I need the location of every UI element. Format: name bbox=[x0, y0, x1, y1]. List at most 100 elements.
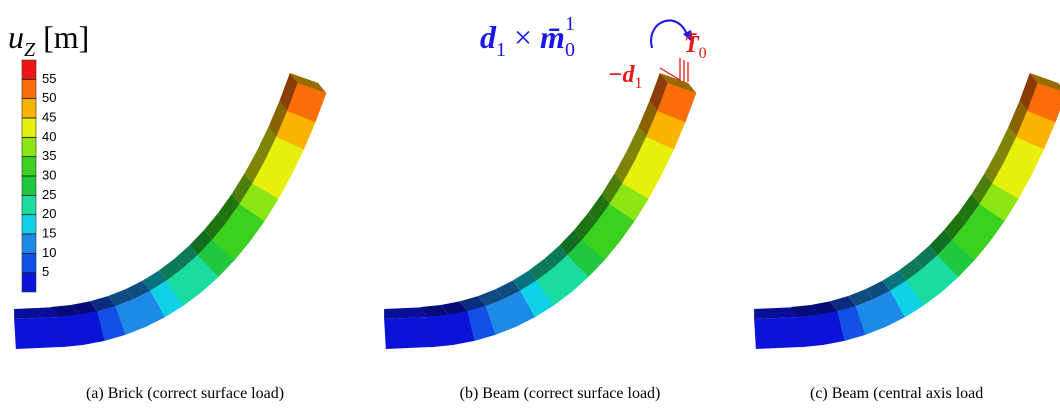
colorbar-band bbox=[21, 195, 37, 215]
beam-face bbox=[754, 317, 801, 349]
beam-top-face bbox=[1019, 73, 1038, 111]
beam-top-face bbox=[588, 194, 610, 223]
beam-top-face bbox=[14, 307, 60, 320]
beam-top-face bbox=[882, 270, 907, 291]
beam-top-face bbox=[1008, 100, 1028, 137]
beam-top-face bbox=[614, 151, 635, 184]
beam-top-face bbox=[626, 126, 647, 162]
beam-face bbox=[384, 317, 431, 349]
colorbar-tick-label: 45 bbox=[42, 109, 56, 124]
colorbar-band bbox=[21, 272, 37, 293]
beam-face bbox=[14, 317, 61, 349]
colorbar-tick-label: 50 bbox=[42, 90, 56, 105]
colorbar-band bbox=[21, 233, 37, 254]
beam-top-face bbox=[810, 301, 838, 316]
beam-top-face bbox=[256, 126, 277, 162]
moment-times: × bbox=[514, 19, 532, 55]
caption: (a) Brick (correct surface load) bbox=[86, 385, 284, 402]
beam-top-face bbox=[971, 173, 993, 205]
colorbar-band bbox=[21, 175, 37, 196]
beam-top-face bbox=[649, 73, 668, 111]
colorbar-tick-label: 20 bbox=[42, 206, 56, 221]
colorbar-band bbox=[21, 137, 37, 157]
beam-top-face bbox=[268, 100, 288, 137]
beam-top-face bbox=[528, 258, 553, 281]
beam-top-face bbox=[158, 258, 183, 281]
beam-top-face bbox=[996, 126, 1017, 162]
beam-top-face bbox=[791, 305, 819, 318]
director-label: −d1 bbox=[608, 62, 643, 92]
beam-top-face bbox=[944, 212, 967, 240]
beam-top-face bbox=[495, 280, 521, 300]
colorbar-tick-label: 15 bbox=[42, 225, 56, 240]
beam-top-face bbox=[958, 194, 980, 223]
beam-end-face bbox=[1029, 73, 1060, 91]
director-base: −d bbox=[608, 62, 636, 88]
beam-top-face bbox=[189, 229, 213, 256]
beam-top-face bbox=[89, 296, 116, 312]
beam-top-face bbox=[459, 296, 486, 312]
moment-arrowhead bbox=[683, 30, 694, 44]
moment-label: d1 × m̄̄01 bbox=[480, 13, 575, 61]
beam-top-face bbox=[559, 229, 583, 256]
colorbar: 5 10 15 20 25 30 35 40 45 50 55 bbox=[21, 59, 56, 293]
beam-top-face bbox=[218, 194, 240, 223]
beam-top-face bbox=[125, 280, 151, 300]
colorbar-tick-label: 35 bbox=[42, 148, 56, 163]
colorbar-tick-label: 10 bbox=[42, 245, 56, 260]
beam-top-face bbox=[244, 151, 265, 184]
beam-top-face bbox=[829, 296, 856, 312]
beam-top-face bbox=[898, 258, 923, 281]
moment-base: d bbox=[480, 19, 497, 55]
colorbar-tick-label: 30 bbox=[42, 167, 56, 182]
colorbar-tick-label: 40 bbox=[42, 129, 56, 144]
beam-top-face bbox=[70, 301, 98, 316]
beam-top-face bbox=[929, 229, 953, 256]
colorbar-band bbox=[21, 98, 37, 119]
beam-top-face bbox=[914, 245, 938, 269]
moment-arrow bbox=[650, 19, 689, 49]
beam-end-face bbox=[289, 73, 327, 93]
colorbar-band bbox=[21, 253, 37, 273]
traction-sub: 0 bbox=[699, 45, 707, 62]
beam-top-face bbox=[384, 307, 430, 320]
colorbar-band bbox=[21, 214, 37, 235]
beam-top-face bbox=[847, 289, 874, 307]
beam-top-face bbox=[279, 73, 298, 111]
label-sub: Z bbox=[24, 39, 36, 61]
beam-top-face bbox=[601, 173, 623, 205]
beam-top-face bbox=[544, 245, 568, 269]
colorbar-band bbox=[21, 117, 37, 138]
beam-top-face bbox=[477, 289, 504, 307]
beam-top-face bbox=[421, 305, 449, 318]
colorbar-band bbox=[21, 59, 37, 80]
label-unit: [m] bbox=[43, 19, 89, 55]
beam-top-face bbox=[754, 307, 800, 320]
beam-top-face bbox=[107, 289, 134, 307]
beam-top-face bbox=[231, 173, 253, 205]
beam-top-face bbox=[638, 100, 658, 137]
beam-top-face bbox=[440, 301, 468, 316]
beam-top-face bbox=[865, 280, 891, 300]
beam-top-face bbox=[512, 270, 537, 291]
colorbar-tick-label: 25 bbox=[42, 187, 56, 202]
label-base: u bbox=[8, 19, 24, 55]
beam-top-face bbox=[51, 305, 79, 318]
traction-base: T̄ bbox=[684, 32, 700, 58]
traction-arrows bbox=[659, 58, 689, 82]
traction-label: T̄0 bbox=[684, 32, 707, 62]
beam-top-face bbox=[204, 212, 227, 240]
beam-top-face bbox=[142, 270, 167, 291]
beam-top-face bbox=[984, 151, 1005, 184]
colorbar-label: uZ [m] bbox=[8, 19, 89, 61]
beam-end-face bbox=[659, 73, 697, 93]
beam-top-face bbox=[174, 245, 198, 269]
caption: (b) Beam (correct surface load) bbox=[460, 385, 661, 402]
moment-sub: 1 bbox=[496, 39, 506, 61]
colorbar-tick-label: 55 bbox=[42, 71, 56, 86]
moment-m-sub: 0 bbox=[565, 39, 575, 61]
beam-top-face bbox=[574, 212, 597, 240]
colorbar-tick-label: 5 bbox=[42, 264, 49, 279]
colorbar-band bbox=[21, 156, 37, 177]
